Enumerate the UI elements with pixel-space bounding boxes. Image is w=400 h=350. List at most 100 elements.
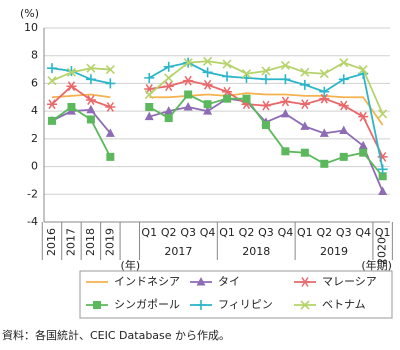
marker xyxy=(164,73,174,83)
x-tick-label: Q4 xyxy=(200,226,216,239)
marker xyxy=(106,152,115,161)
marker xyxy=(358,140,368,150)
legend-label: マレーシア xyxy=(322,275,377,288)
legend-marker xyxy=(196,277,206,286)
series-line xyxy=(51,79,384,158)
marker xyxy=(183,101,193,111)
marker xyxy=(320,159,329,168)
marker xyxy=(300,121,310,130)
marker xyxy=(203,56,213,66)
source-note: 資料：各国統計、CEIC Database から作成。 xyxy=(2,328,230,342)
marker xyxy=(105,128,115,137)
marker xyxy=(378,172,387,181)
marker xyxy=(203,100,212,109)
marker xyxy=(86,104,96,114)
marker xyxy=(222,71,233,82)
marker xyxy=(378,109,388,119)
x-tick-label: 2017 xyxy=(64,228,77,256)
y-tick-label: 4 xyxy=(31,104,38,117)
marker xyxy=(183,58,193,68)
marker xyxy=(241,69,252,79)
marker xyxy=(164,114,173,123)
marker xyxy=(280,60,290,70)
marker xyxy=(261,66,271,76)
marker xyxy=(260,100,271,111)
x-group-label: 2019 xyxy=(320,245,348,258)
marker xyxy=(105,102,116,112)
marker xyxy=(145,102,154,111)
y-tick-label: 6 xyxy=(31,76,38,89)
x-tick-label: Q3 xyxy=(258,226,274,239)
marker xyxy=(183,75,194,86)
y-tick-label: 8 xyxy=(31,49,38,62)
marker xyxy=(378,186,388,196)
marker xyxy=(299,99,310,110)
series-line xyxy=(51,97,384,192)
y-tick-label: 2 xyxy=(31,132,38,145)
marker xyxy=(144,111,154,121)
marker xyxy=(338,74,349,85)
marker xyxy=(319,93,330,104)
marker xyxy=(300,148,309,157)
x-axis-label: (年) xyxy=(121,258,141,272)
x-tick-label: 2019 xyxy=(103,228,116,256)
y-unit: (%) xyxy=(20,7,39,20)
marker xyxy=(358,65,368,75)
marker xyxy=(299,79,310,90)
x-group-label: 2017 xyxy=(164,245,192,258)
marker xyxy=(358,111,369,122)
x-tick-label: Q3 xyxy=(180,226,196,239)
marker xyxy=(319,86,330,97)
marker xyxy=(105,65,115,75)
marker xyxy=(223,94,232,103)
x-tick-label: Q2 xyxy=(239,226,255,239)
marker xyxy=(261,121,270,129)
y-tick-label: 0 xyxy=(31,160,38,173)
x-tick-label: 2018 xyxy=(84,228,97,256)
marker xyxy=(281,147,290,156)
marker xyxy=(86,115,95,124)
marker xyxy=(202,67,213,78)
marker xyxy=(339,125,349,135)
marker xyxy=(280,96,291,107)
marker xyxy=(260,74,271,85)
marker xyxy=(222,59,232,69)
marker xyxy=(48,116,56,125)
marker xyxy=(300,67,310,77)
marker xyxy=(86,63,96,73)
legend-label: フィリピン xyxy=(218,298,273,311)
marker xyxy=(66,67,77,77)
marker xyxy=(339,58,349,68)
marker xyxy=(67,102,76,111)
marker xyxy=(319,69,329,79)
y-tick-label: -2 xyxy=(27,187,38,200)
x-tick-label: Q4 xyxy=(355,226,371,239)
marker xyxy=(47,63,57,74)
marker xyxy=(164,106,174,115)
legend-box xyxy=(79,270,393,319)
series-line xyxy=(51,93,384,177)
x-tick-label: Q1 xyxy=(375,226,391,239)
x-tick-label: 2016 xyxy=(45,228,58,256)
marker xyxy=(339,152,348,161)
marker xyxy=(280,108,290,118)
marker xyxy=(163,81,174,92)
x-tick-label: Q1 xyxy=(219,226,235,239)
marker xyxy=(144,89,154,100)
marker xyxy=(184,90,193,99)
legend-label: ベトナム xyxy=(322,298,366,311)
legend-marker xyxy=(300,277,310,287)
marker xyxy=(85,95,96,105)
marker xyxy=(338,100,349,111)
marker xyxy=(47,99,57,110)
x-tick-label: Q3 xyxy=(336,226,352,239)
y-tick-label: 10 xyxy=(24,21,38,34)
x-tick-label: Q2 xyxy=(161,226,177,239)
marker xyxy=(242,94,251,103)
series-line xyxy=(51,61,384,170)
legend-marker xyxy=(300,300,310,310)
marker xyxy=(66,81,77,92)
marker xyxy=(202,79,213,90)
marker xyxy=(105,78,116,89)
